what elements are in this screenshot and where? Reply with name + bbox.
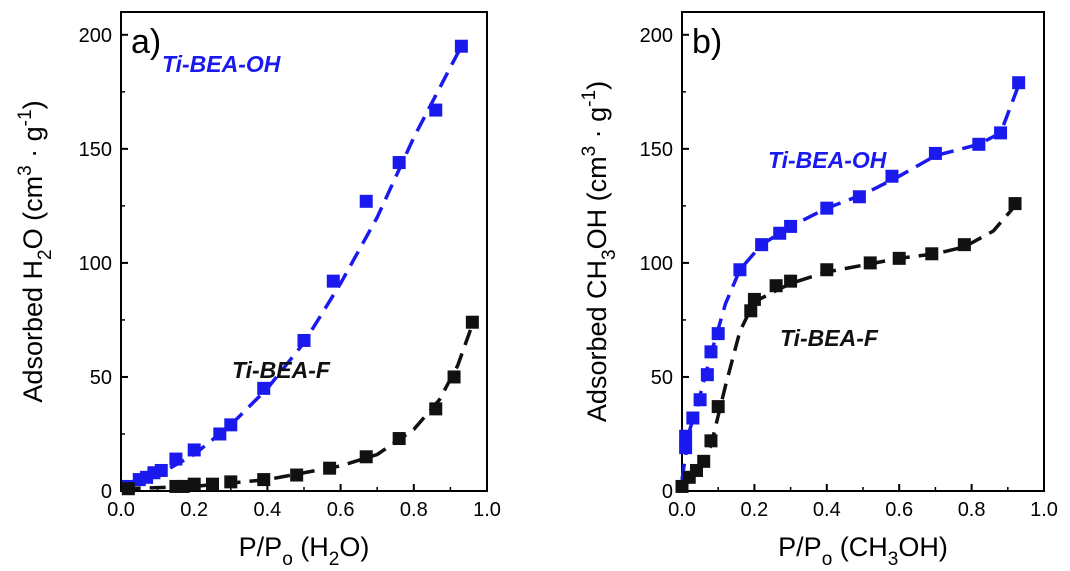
data-point xyxy=(187,443,201,457)
data-point xyxy=(693,393,707,407)
data-point xyxy=(704,434,718,448)
y-tick-label: 200 xyxy=(640,25,673,47)
series-label: Ti-BEA-OH xyxy=(162,51,281,77)
x-tick-label: 0.6 xyxy=(327,499,355,521)
data-point xyxy=(957,238,971,252)
data-point xyxy=(852,190,866,204)
series-ti-bea-f: Ti-BEA-F xyxy=(121,315,479,496)
data-point xyxy=(972,137,986,151)
data-point xyxy=(213,427,227,441)
data-point xyxy=(885,169,899,183)
y-tick-label: 100 xyxy=(640,253,673,275)
data-point xyxy=(297,333,311,347)
x-tick-label: 1.0 xyxy=(1030,499,1058,521)
y-axis-title: Adsorbed CH3OH (cm3 · g-1) xyxy=(579,81,620,422)
x-axis-title: P/Po (CH3OH) xyxy=(778,532,948,570)
x-axis-title: P/Po (H2O) xyxy=(239,532,370,570)
series-label: Ti-BEA-F xyxy=(232,357,331,383)
data-point xyxy=(224,418,238,432)
panel-label: b) xyxy=(692,23,722,61)
x-tick-label: 0.2 xyxy=(180,499,208,521)
x-tick-label: 0.0 xyxy=(668,499,696,521)
x-tick-label: 0.0 xyxy=(107,499,135,521)
data-point xyxy=(744,304,758,318)
data-point xyxy=(465,315,479,329)
data-point xyxy=(679,429,693,443)
x-tick-label: 0.2 xyxy=(740,499,768,521)
data-point xyxy=(429,402,443,416)
series-ti-bea-f: Ti-BEA-F xyxy=(675,197,1022,493)
data-point xyxy=(733,263,747,277)
y-tick-label: 0 xyxy=(101,481,112,503)
plot-frame xyxy=(681,11,1045,492)
data-point xyxy=(323,461,337,475)
data-point xyxy=(392,156,406,170)
data-point xyxy=(863,256,877,270)
data-point xyxy=(679,441,693,455)
data-point xyxy=(326,274,340,288)
x-tick-label: 0.8 xyxy=(400,499,428,521)
x-tick-label: 0.4 xyxy=(253,499,281,521)
y-axis-title: Adsorbed H2O (cm3 · g-1) xyxy=(15,100,56,402)
data-point xyxy=(429,103,443,117)
data-point xyxy=(820,201,834,215)
data-point xyxy=(755,238,769,252)
data-point xyxy=(257,473,271,487)
data-point xyxy=(928,146,942,160)
y-tick-label: 150 xyxy=(640,139,673,161)
y-tick-label: 50 xyxy=(651,367,673,389)
data-point xyxy=(697,454,711,468)
data-point xyxy=(187,477,201,491)
data-point xyxy=(784,219,798,233)
data-point xyxy=(224,475,238,489)
data-point xyxy=(447,370,461,384)
data-point xyxy=(206,477,219,491)
data-point xyxy=(747,292,761,306)
data-point xyxy=(169,452,183,466)
data-point xyxy=(784,274,798,288)
data-point xyxy=(154,463,168,477)
data-point xyxy=(711,400,725,414)
series-label: Ti-BEA-F xyxy=(780,325,879,351)
data-point xyxy=(704,345,718,359)
y-tick-label: 200 xyxy=(79,25,112,47)
data-point xyxy=(820,263,834,277)
data-point xyxy=(392,432,406,446)
data-point xyxy=(1012,76,1026,90)
y-tick-label: 100 xyxy=(79,253,112,275)
x-tick-label: 0.6 xyxy=(885,499,913,521)
chart-panel-b: 0.0 0.2 0.4 0.6 0.8 1.0 0 50 100 150 200 P/Po (CH3O… xyxy=(579,11,1058,570)
data-point xyxy=(769,279,783,293)
y-tick-label: 50 xyxy=(90,367,112,389)
fit-line xyxy=(680,84,1021,480)
data-point xyxy=(711,327,725,341)
chart-panel-a: 0.0 0.2 0.4 0.6 0.8 1.0 0 50 100 150 200 P/Po (H2O)… xyxy=(15,11,501,570)
series-label: Ti-BEA-OH xyxy=(768,147,887,173)
data-point xyxy=(1008,197,1022,211)
data-point xyxy=(994,126,1008,140)
data-point xyxy=(892,251,906,265)
x-tick-label: 0.8 xyxy=(958,499,986,521)
data-point xyxy=(686,411,700,425)
y-tick-label: 150 xyxy=(79,139,112,161)
data-point xyxy=(359,450,373,464)
data-point xyxy=(454,39,468,53)
fit-line xyxy=(124,45,463,491)
y-tick-label: 0 xyxy=(662,481,673,503)
data-point xyxy=(925,247,939,261)
data-point xyxy=(257,381,271,395)
data-point xyxy=(773,226,787,240)
data-point xyxy=(290,468,304,482)
data-point xyxy=(359,194,373,208)
data-point xyxy=(121,482,135,496)
x-tick-label: 1.0 xyxy=(473,499,501,521)
data-point xyxy=(700,368,714,382)
x-tick-label: 0.4 xyxy=(813,499,841,521)
plot-frame xyxy=(120,11,488,492)
panel-label: a) xyxy=(131,23,161,61)
series-ti-bea-oh: Ti-BEA-OH xyxy=(679,76,1026,480)
data-point xyxy=(176,479,190,493)
